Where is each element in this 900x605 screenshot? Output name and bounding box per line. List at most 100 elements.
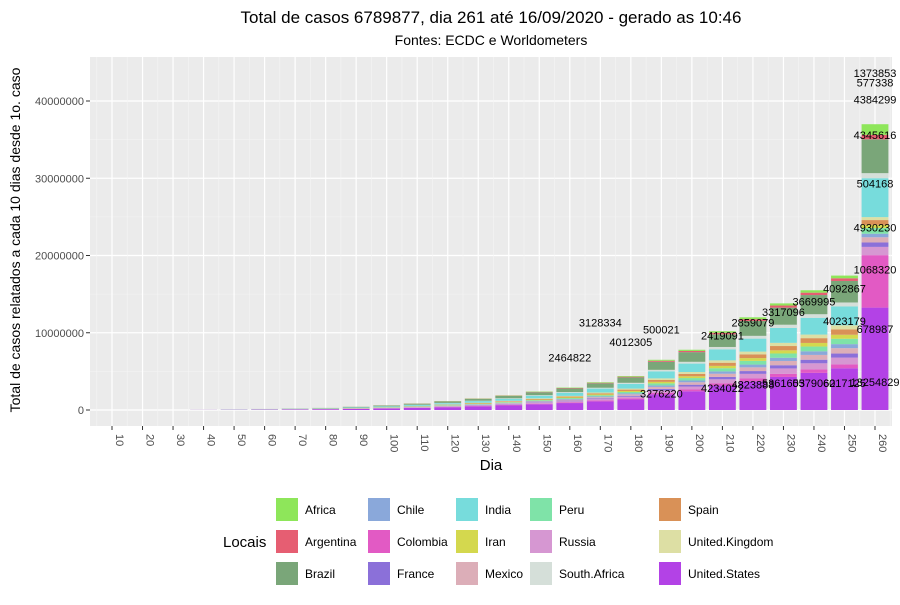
bar-segment-colombia — [526, 404, 553, 405]
bar-segment-france — [526, 402, 553, 403]
x-tick-label: 170 — [601, 434, 613, 452]
bar-segment-mexico — [770, 361, 797, 365]
bar-segment-russia — [495, 404, 522, 405]
bar-segment-iran — [587, 394, 614, 395]
bar-segment-france — [801, 360, 828, 364]
bar-segment-france — [740, 371, 767, 374]
bar-segment-united-states — [373, 409, 400, 410]
bar-segment-mexico — [740, 367, 767, 371]
bar-segment-peru — [556, 398, 583, 399]
x-tick-label: 260 — [876, 434, 888, 452]
bar-stack-day-170 — [587, 382, 614, 410]
x-tick-label: 220 — [754, 434, 766, 452]
x-tick-label: 230 — [784, 434, 796, 452]
chart-subtitle: Fontes: ECDC e Worldometers — [395, 32, 588, 48]
bar-segment-russia — [831, 358, 858, 365]
bar-segment-russia — [587, 399, 614, 400]
bar-segment-south-africa — [648, 370, 675, 372]
legend-swatch — [456, 562, 478, 585]
bar-segment-peru — [495, 402, 522, 403]
bar-segment-south-africa — [587, 388, 614, 389]
x-tick-label: 200 — [693, 434, 705, 452]
bar-segment-argentina — [648, 361, 675, 362]
bar-segment-iran — [678, 376, 705, 378]
bar-segment-argentina — [587, 383, 614, 384]
bar-segment-chile — [709, 371, 736, 373]
bar-segment-russia — [770, 368, 797, 373]
x-tick-label: 110 — [418, 434, 430, 452]
data-label: 577338 — [857, 77, 894, 89]
bar-segment-brazil — [587, 383, 614, 387]
bar-stack-day-120 — [434, 401, 461, 410]
bar-segment-india — [434, 403, 461, 404]
bar-segment-united-kingdom — [587, 392, 614, 393]
legend-item-spain: Spain — [659, 498, 719, 521]
y-tick-label: 20000000 — [35, 251, 84, 263]
bar-stack-day-130 — [465, 398, 492, 410]
bar-segment-south-africa — [526, 395, 553, 396]
bar-segment-mexico — [862, 237, 889, 242]
bar-segment-united-states — [465, 406, 492, 410]
bar-segment-india — [556, 393, 583, 396]
bar-segment-russia — [526, 403, 553, 404]
bar-segment-india — [495, 399, 522, 401]
bar-segment-chile — [526, 401, 553, 402]
y-tick-label: 40000000 — [35, 96, 84, 108]
bar-segment-united-states — [495, 405, 522, 410]
bar-segment-france — [831, 354, 858, 358]
legend-item-south-africa: South.Africa — [530, 562, 625, 585]
bar-segment-brazil — [648, 362, 675, 370]
data-label: 2859079 — [732, 318, 775, 330]
bar-stack-day-80 — [312, 408, 339, 410]
legend-title: Locais — [223, 534, 266, 551]
y-axis-title: Total de casos relatados a cada 10 dias … — [7, 67, 23, 412]
bar-segment-iran — [526, 400, 553, 401]
legend-item-brazil: Brazil — [276, 562, 335, 585]
bar-segment-argentina — [678, 351, 705, 352]
legend-swatch — [659, 562, 681, 585]
legend-item-india: India — [456, 498, 511, 521]
bar-segment-mexico — [556, 400, 583, 401]
legend-swatch — [368, 530, 390, 553]
x-tick-label: 210 — [723, 434, 735, 452]
bar-segment-mexico — [526, 401, 553, 402]
bar-segment-brazil — [434, 401, 461, 402]
bar-segment-spain — [709, 363, 736, 366]
bar-segment-united-kingdom — [526, 398, 553, 399]
legend-item-united-states: United.States — [659, 562, 760, 585]
x-tick-label: 100 — [388, 434, 400, 452]
bar-segment-brazil — [373, 406, 400, 407]
bar-segment-brazil — [526, 392, 553, 395]
x-tick-label: 250 — [845, 434, 857, 452]
data-label: 3276220 — [640, 389, 683, 401]
legend-swatch — [530, 562, 552, 585]
legend-swatch — [530, 498, 552, 521]
x-tick-label: 50 — [235, 434, 247, 446]
x-tick-label: 140 — [510, 434, 522, 452]
bar-segment-spain — [526, 399, 553, 400]
bar-segment-iran — [801, 343, 828, 347]
bar-segment-india — [648, 371, 675, 378]
bar-segment-united-states — [556, 403, 583, 410]
bar-segment-spain — [801, 338, 828, 343]
bar-segment-united-states — [526, 404, 553, 410]
legend-label: Peru — [559, 503, 584, 517]
legend-item-united-kingdom: United.Kingdom — [659, 530, 773, 553]
bar-segment-colombia — [801, 369, 828, 373]
x-tick-label: 20 — [144, 434, 156, 446]
bar-segment-india — [678, 364, 705, 372]
bar-segment-spain — [587, 393, 614, 394]
bar-segment-colombia — [770, 374, 797, 377]
bar-segment-iran — [556, 397, 583, 398]
bar-segment-spain — [770, 346, 797, 350]
legend-swatch — [276, 498, 298, 521]
legend-label: Mexico — [485, 567, 523, 581]
x-tick-label: 190 — [662, 434, 674, 452]
bar-segment-peru — [740, 361, 767, 365]
legend-label: Spain — [688, 503, 719, 517]
bar-segment-united-states — [617, 399, 644, 410]
data-label: 4384299 — [854, 94, 897, 106]
legend-label: United.Kingdom — [688, 535, 773, 549]
bar-segment-united-kingdom — [556, 396, 583, 397]
